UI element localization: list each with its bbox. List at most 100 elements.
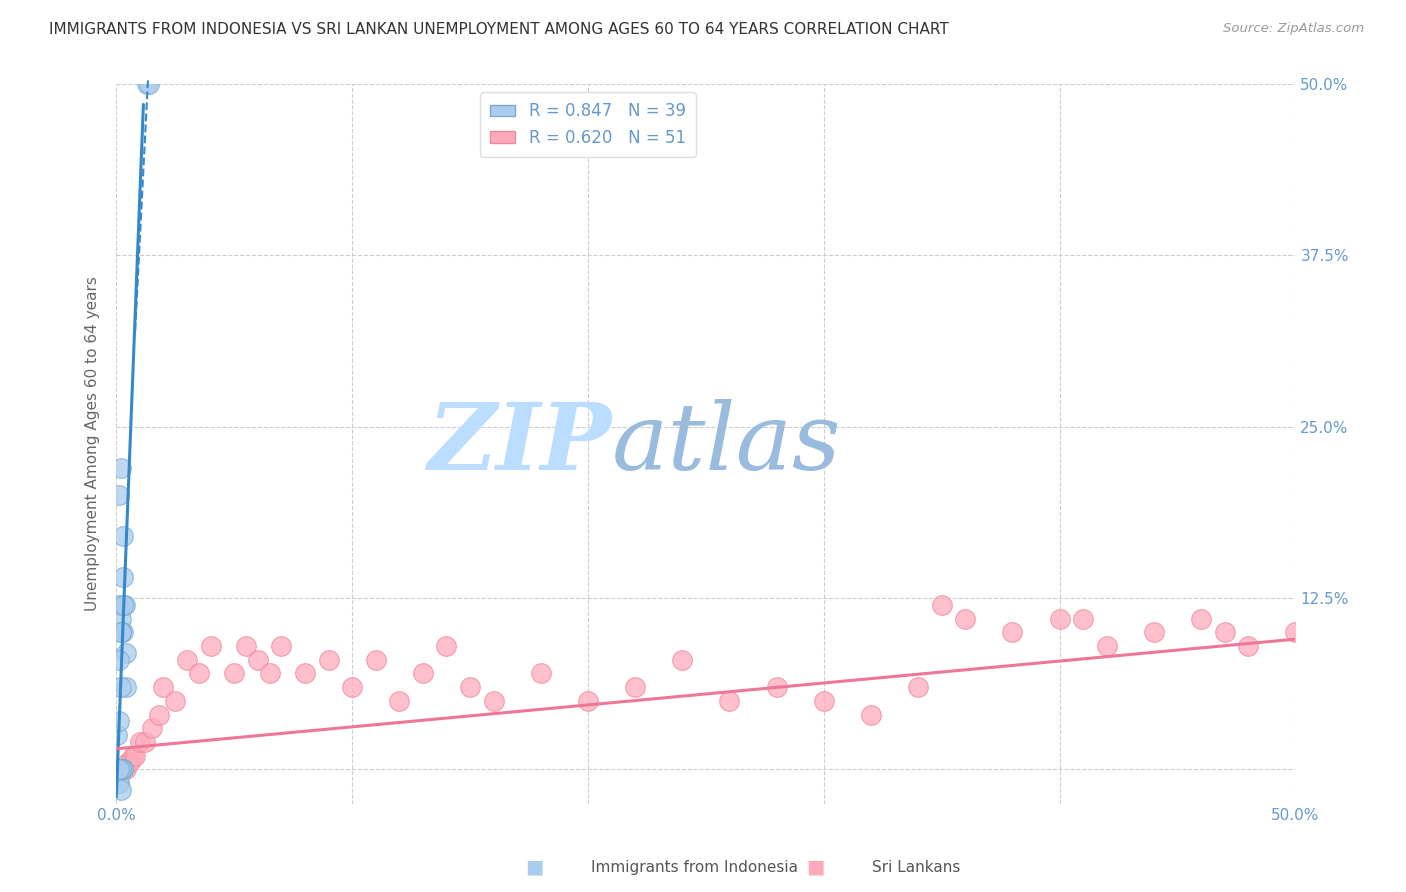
- Point: [1001, 625, 1024, 640]
- Point: [141, 721, 163, 735]
- Point: [765, 680, 787, 694]
- Point: [110, 625, 132, 640]
- Point: [128, 735, 150, 749]
- Point: [1049, 611, 1071, 625]
- Point: [114, 646, 136, 660]
- Point: [148, 707, 170, 722]
- Text: IMMIGRANTS FROM INDONESIA VS SRI LANKAN UNEMPLOYMENT AMONG AGES 60 TO 64 YEARS C: IMMIGRANTS FROM INDONESIA VS SRI LANKAN …: [49, 22, 949, 37]
- Point: [624, 680, 647, 694]
- Point: [270, 639, 292, 653]
- Point: [530, 666, 553, 681]
- Text: Sri Lankans: Sri Lankans: [872, 860, 960, 874]
- Point: [108, 763, 131, 777]
- Point: [107, 488, 129, 502]
- Point: [110, 763, 132, 777]
- Point: [110, 763, 132, 777]
- Text: Immigrants from Indonesia: Immigrants from Indonesia: [591, 860, 797, 874]
- Point: [200, 639, 222, 653]
- Point: [340, 680, 363, 694]
- Point: [110, 783, 132, 797]
- Point: [124, 748, 146, 763]
- Point: [931, 598, 953, 612]
- Point: [482, 694, 505, 708]
- Point: [1071, 611, 1094, 625]
- Y-axis label: Unemployment Among Ages 60 to 64 years: Unemployment Among Ages 60 to 64 years: [86, 277, 100, 611]
- Point: [576, 694, 599, 708]
- Point: [107, 714, 129, 729]
- Point: [955, 611, 977, 625]
- Point: [112, 625, 135, 640]
- Point: [859, 707, 882, 722]
- Point: [1284, 625, 1306, 640]
- Point: [112, 598, 135, 612]
- Point: [412, 666, 434, 681]
- Point: [110, 763, 132, 777]
- Point: [176, 653, 198, 667]
- Point: [436, 639, 458, 653]
- Point: [107, 763, 129, 777]
- Point: [112, 763, 135, 777]
- Point: [136, 77, 159, 91]
- Point: [110, 625, 132, 640]
- Point: [152, 680, 174, 694]
- Point: [112, 763, 135, 777]
- Point: [120, 756, 142, 770]
- Point: [718, 694, 741, 708]
- Text: ■: ■: [524, 857, 544, 877]
- Point: [110, 763, 132, 777]
- Point: [112, 763, 135, 777]
- Point: [110, 763, 132, 777]
- Point: [259, 666, 281, 681]
- Point: [388, 694, 411, 708]
- Point: [134, 735, 156, 749]
- Point: [246, 653, 269, 667]
- Point: [165, 694, 187, 708]
- Point: [671, 653, 693, 667]
- Point: [294, 666, 316, 681]
- Point: [107, 776, 129, 790]
- Point: [121, 748, 143, 763]
- Point: [110, 611, 132, 625]
- Point: [112, 570, 135, 584]
- Point: [112, 529, 135, 543]
- Point: [114, 680, 136, 694]
- Point: [107, 728, 129, 742]
- Text: Source: ZipAtlas.com: Source: ZipAtlas.com: [1223, 22, 1364, 36]
- Point: [110, 460, 132, 475]
- Point: [364, 653, 387, 667]
- Point: [224, 666, 246, 681]
- Point: [235, 639, 257, 653]
- Point: [107, 776, 129, 790]
- Point: [1189, 611, 1212, 625]
- Point: [114, 763, 136, 777]
- Point: [114, 598, 136, 612]
- Point: [107, 598, 129, 612]
- Point: [110, 680, 132, 694]
- Point: [1237, 639, 1260, 653]
- Point: [907, 680, 929, 694]
- Legend: R = 0.847   N = 39, R = 0.620   N = 51: R = 0.847 N = 39, R = 0.620 N = 51: [481, 92, 696, 157]
- Point: [107, 763, 129, 777]
- Point: [187, 666, 209, 681]
- Point: [112, 763, 135, 777]
- Point: [107, 763, 129, 777]
- Point: [813, 694, 835, 708]
- Point: [107, 763, 129, 777]
- Point: [1095, 639, 1118, 653]
- Point: [107, 763, 129, 777]
- Point: [107, 653, 129, 667]
- Point: [318, 653, 340, 667]
- Text: ■: ■: [806, 857, 825, 877]
- Point: [1143, 625, 1166, 640]
- Point: [117, 756, 139, 770]
- Point: [110, 763, 132, 777]
- Point: [107, 763, 129, 777]
- Point: [108, 763, 131, 777]
- Text: atlas: atlas: [612, 399, 841, 489]
- Point: [458, 680, 481, 694]
- Point: [107, 763, 129, 777]
- Point: [1213, 625, 1236, 640]
- Point: [138, 77, 160, 91]
- Point: [110, 763, 132, 777]
- Text: ZIP: ZIP: [427, 399, 612, 489]
